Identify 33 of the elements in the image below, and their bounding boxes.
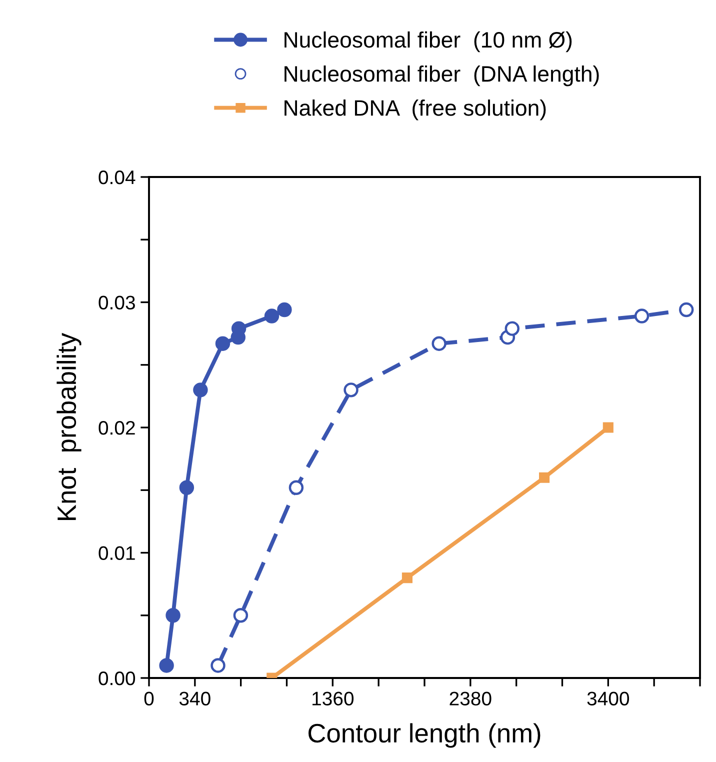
x-tick-label: 0 [144, 692, 154, 706]
point [344, 382, 358, 398]
point [277, 302, 292, 318]
point [432, 336, 446, 351]
legend-label: Nucleosomal fiber (DNA length) [284, 65, 599, 86]
point [402, 572, 412, 584]
y-tick-label: 0.01 [98, 546, 135, 560]
point [602, 422, 614, 433]
x-tick-label: 3400 [587, 692, 630, 706]
point [288, 480, 304, 495]
y-axis-title: Knot probability [56, 332, 82, 520]
point [264, 308, 280, 324]
point [193, 382, 208, 398]
point [504, 321, 520, 336]
x-tick-label: 2380 [450, 692, 492, 706]
x-tick-label: 1360 [312, 692, 354, 706]
x-axis-title: Contour length (nm) [308, 723, 540, 748]
point [634, 308, 650, 324]
y-tick-label: 0.00 [98, 671, 136, 686]
point [210, 658, 226, 673]
point [679, 302, 694, 318]
point [233, 608, 248, 623]
y-tick-label: 0.03 [98, 296, 135, 310]
point [539, 472, 550, 483]
legend-label: Nucleosomal fiber (10 nm Ø) [284, 31, 572, 52]
x-tick-label: 340 [179, 692, 210, 706]
point [166, 608, 180, 623]
y-tick-label: 0.04 [98, 170, 136, 184]
legend-label: Naked DNA (free solution) [284, 100, 546, 120]
y-tick-label: 0.02 [98, 420, 135, 435]
point [159, 658, 174, 673]
point [215, 336, 230, 351]
point [179, 480, 194, 495]
